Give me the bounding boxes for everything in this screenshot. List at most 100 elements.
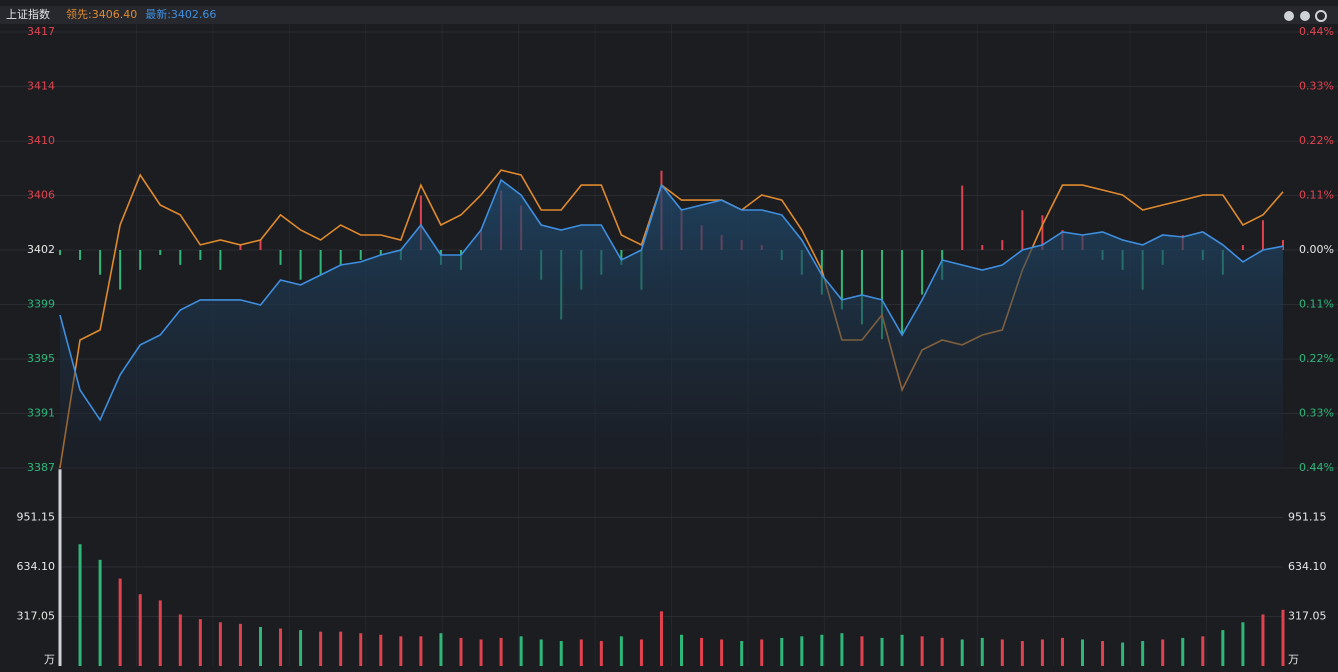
- y2-tick-label: 0.33%: [1299, 407, 1334, 420]
- volume-bar: [820, 634, 824, 666]
- strength-bar: [921, 250, 924, 295]
- legend-entry: 领先:3406.40: [66, 8, 137, 21]
- volume-bar: [1020, 641, 1024, 666]
- line: [59, 178, 1284, 422]
- volume-bar: [980, 637, 984, 666]
- y-tick-label: 317.05: [17, 610, 56, 623]
- strength-bar: [159, 250, 162, 255]
- volume-bar: [379, 634, 383, 666]
- volume-bar: [579, 639, 583, 666]
- zoom-in-icon[interactable]: [1284, 11, 1294, 21]
- y-tick-label: 3417: [27, 25, 55, 38]
- strength-bar: [99, 250, 102, 275]
- strength-bar: [59, 250, 61, 255]
- volume-bar: [1121, 642, 1125, 666]
- strength-bar: [299, 250, 302, 280]
- volume-bar: [1060, 637, 1064, 666]
- y-tick-label: 3414: [27, 79, 55, 92]
- volume-bar: [339, 631, 343, 666]
- volume-bar: [559, 641, 563, 666]
- volume-bar: [860, 636, 864, 666]
- volume-bar: [178, 614, 182, 666]
- volume-bar: [1201, 636, 1205, 666]
- volume-bar: [1000, 639, 1004, 666]
- volume-bar: [78, 544, 82, 666]
- volume-bar: [539, 639, 543, 666]
- volume-bar: [319, 631, 323, 666]
- volume-bar: [439, 633, 443, 666]
- y2-tick-label: 0.11%: [1299, 298, 1334, 311]
- strength-bar: [139, 250, 142, 270]
- strength-bar: [620, 250, 623, 265]
- zoom-out-icon[interactable]: [1300, 11, 1310, 21]
- strength-bar: [239, 245, 242, 250]
- volume-bar: [1181, 637, 1185, 666]
- strength-bar: [1021, 210, 1024, 250]
- strength-bar: [179, 250, 182, 265]
- volume-bar: [1161, 639, 1165, 666]
- strength-bar: [1241, 245, 1244, 250]
- y-tick-label: 3410: [27, 134, 55, 147]
- volume-bar: [1141, 641, 1145, 666]
- volume-bar: [780, 637, 784, 666]
- y-tick-label: 3399: [27, 297, 55, 310]
- volume-bar: [1101, 641, 1105, 666]
- strength-bar: [219, 250, 222, 270]
- strength-bar: [339, 250, 342, 265]
- strength-bar: [279, 250, 282, 265]
- header-bar: [0, 6, 1338, 24]
- volume-bar: [158, 600, 162, 666]
- strength-bar: [1001, 240, 1004, 250]
- chart-title: 上证指数: [6, 7, 50, 21]
- volume-bar: [399, 636, 403, 666]
- volume-bar: [900, 634, 904, 666]
- legend-entry: 最新:3402.66: [145, 7, 216, 21]
- y2-tick-label: 0.44%: [1299, 25, 1334, 38]
- strength-bar: [1261, 220, 1264, 250]
- volume-bar: [720, 639, 724, 666]
- volume-bar: [1221, 630, 1225, 666]
- volume-bar: [138, 594, 142, 666]
- volume-bar: [98, 559, 102, 666]
- volume-bar: [359, 633, 363, 666]
- volume-bar: [880, 637, 884, 666]
- y-tick-label: 3402: [27, 243, 55, 256]
- volume-bar: [58, 469, 62, 666]
- volume-bar: [599, 641, 603, 666]
- settings-icon[interactable]: [1315, 10, 1327, 22]
- strength-bar: [79, 250, 82, 260]
- volume-bar: [639, 639, 643, 666]
- volume-bar: [659, 611, 663, 666]
- y-tick-label: 万: [44, 653, 55, 666]
- y2-tick-label: 0.22%: [1299, 352, 1334, 365]
- y-tick-label: 951.15: [17, 511, 56, 524]
- volume-bar: [1241, 622, 1245, 666]
- strength-bar: [119, 250, 122, 290]
- volume-bar: [479, 639, 483, 666]
- y2-tick-label: 万: [1288, 653, 1299, 666]
- line: [59, 169, 1284, 469]
- strength-bar: [319, 250, 322, 275]
- strength-bar: [1282, 240, 1284, 250]
- volume-bar: [960, 639, 964, 666]
- y2-tick-label: 0.33%: [1299, 80, 1334, 93]
- volume-bar: [619, 636, 623, 666]
- y2-tick-label: 0.11%: [1299, 189, 1334, 202]
- strength-bar: [359, 250, 362, 260]
- volume-bar: [118, 578, 122, 666]
- volume-bar: [198, 619, 202, 666]
- y2-tick-label: 0.44%: [1299, 461, 1334, 474]
- strength-bar: [419, 195, 422, 250]
- strength-bar: [199, 250, 202, 260]
- strength-bar: [961, 185, 964, 250]
- strength-bar: [881, 250, 884, 340]
- area: [60, 180, 1283, 468]
- volume-bar: [1281, 609, 1285, 666]
- volume-bar: [459, 637, 463, 666]
- volume-bar: [940, 637, 944, 666]
- volume-bar: [299, 630, 303, 666]
- y-tick-label: 3391: [27, 407, 55, 420]
- volume-bar: [740, 641, 744, 666]
